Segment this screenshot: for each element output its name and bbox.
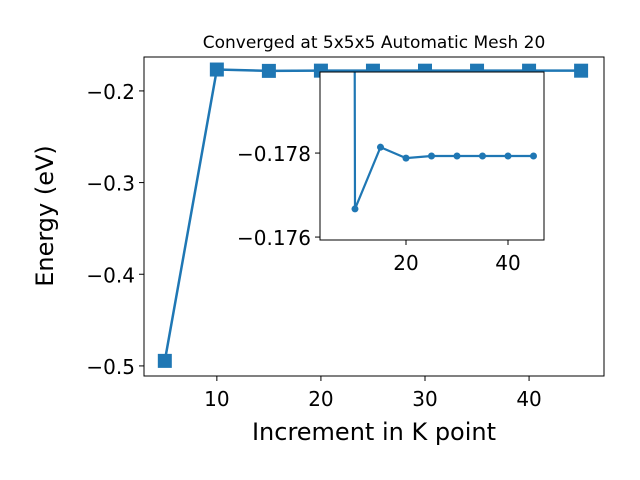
point xyxy=(574,63,589,78)
point xyxy=(157,353,172,368)
x-tick-label: 40 xyxy=(516,387,541,411)
point xyxy=(402,154,410,162)
point xyxy=(478,152,486,160)
axes-frame xyxy=(143,56,605,377)
point xyxy=(504,152,512,160)
point xyxy=(427,152,435,160)
x-axis-label: Increment in K point xyxy=(252,418,496,446)
y-tick-label: −0.4 xyxy=(86,263,135,287)
x-tick-label: 30 xyxy=(412,387,437,411)
y-tick-label: −0.2 xyxy=(86,80,135,104)
point xyxy=(351,205,359,213)
y-tick-label: −0.5 xyxy=(86,355,135,379)
point xyxy=(529,152,537,160)
chart-title: Converged at 5x5x5 Automatic Mesh 20 xyxy=(203,33,546,53)
plot-layer xyxy=(157,62,589,368)
y-tick-label: −0.178 xyxy=(237,142,311,166)
plot-layer xyxy=(351,72,537,213)
x-tick-label: 10 xyxy=(204,387,229,411)
y-axis-label: Energy (eV) xyxy=(31,145,59,287)
point xyxy=(376,143,384,151)
y-tick-label: −0.3 xyxy=(86,172,135,196)
axes-frame xyxy=(319,71,545,241)
y-tick-label: −0.176 xyxy=(237,226,311,250)
point xyxy=(453,152,461,160)
point xyxy=(261,63,276,78)
x-tick-label: 20 xyxy=(393,251,418,275)
x-tick-label: 40 xyxy=(495,251,520,275)
point xyxy=(209,62,224,77)
x-tick-label: 20 xyxy=(308,387,333,411)
